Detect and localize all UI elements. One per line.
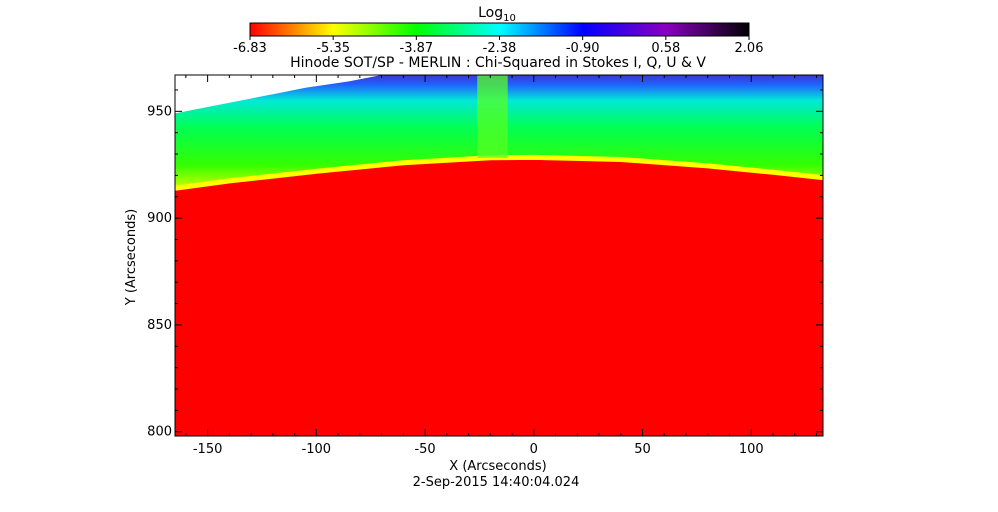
colorbar-tick-label: 0.58 (651, 41, 680, 56)
x-tick-label: 0 (530, 442, 538, 457)
date-label: 2-Sep-2015 14:40:04.024 (413, 475, 580, 490)
x-tick-label: -150 (193, 442, 223, 457)
x-tick-label: -100 (302, 442, 332, 457)
y-tick-label: 900 (147, 211, 172, 226)
plot-frame (174, 74, 824, 437)
x-tick-label: -50 (414, 442, 435, 457)
colorbar-title: Log10 (478, 5, 516, 24)
colorbar-tick-label: -6.83 (233, 41, 267, 56)
x-axis-label: X (Arcseconds) (449, 459, 546, 474)
y-tick-label: 800 (147, 425, 172, 440)
colorbar-tick-label: -3.87 (400, 41, 434, 56)
heatmap-image (175, 75, 823, 436)
colorbar-bar (249, 22, 750, 37)
y-tick-label: 950 (147, 104, 172, 119)
y-axis-ticks: 800 850 900 950 (147, 89, 823, 440)
colorbar-tick-label: -2.38 (483, 41, 517, 56)
chart-title: Hinode SOT/SP - MERLIN : Chi-Squared in … (290, 55, 706, 71)
colorbar-ticks: -6.83 -5.35 -3.87 -2.38 -0.90 0.58 2.06 (233, 36, 763, 56)
y-axis-label: Y (Arcseconds) (124, 209, 139, 306)
vertical-scan-band (477, 75, 508, 158)
colorbar-tick-label: 2.06 (735, 41, 764, 56)
colorbar-tick-label: -0.90 (566, 41, 600, 56)
colorbar-tick-label: -5.35 (316, 41, 350, 56)
x-axis-ticks: -150 -100 -50 0 50 100 (185, 75, 817, 457)
colorbar: Log10 -6.83 -5.35 -3.87 -2.38 -0.90 0.58 2.06 (233, 5, 763, 56)
limb-yellow-edge (175, 154, 823, 191)
x-tick-label: 50 (634, 442, 651, 457)
unobserved-corner (175, 75, 382, 114)
y-tick-label: 850 (147, 318, 172, 333)
x-tick-label: 100 (739, 442, 764, 457)
